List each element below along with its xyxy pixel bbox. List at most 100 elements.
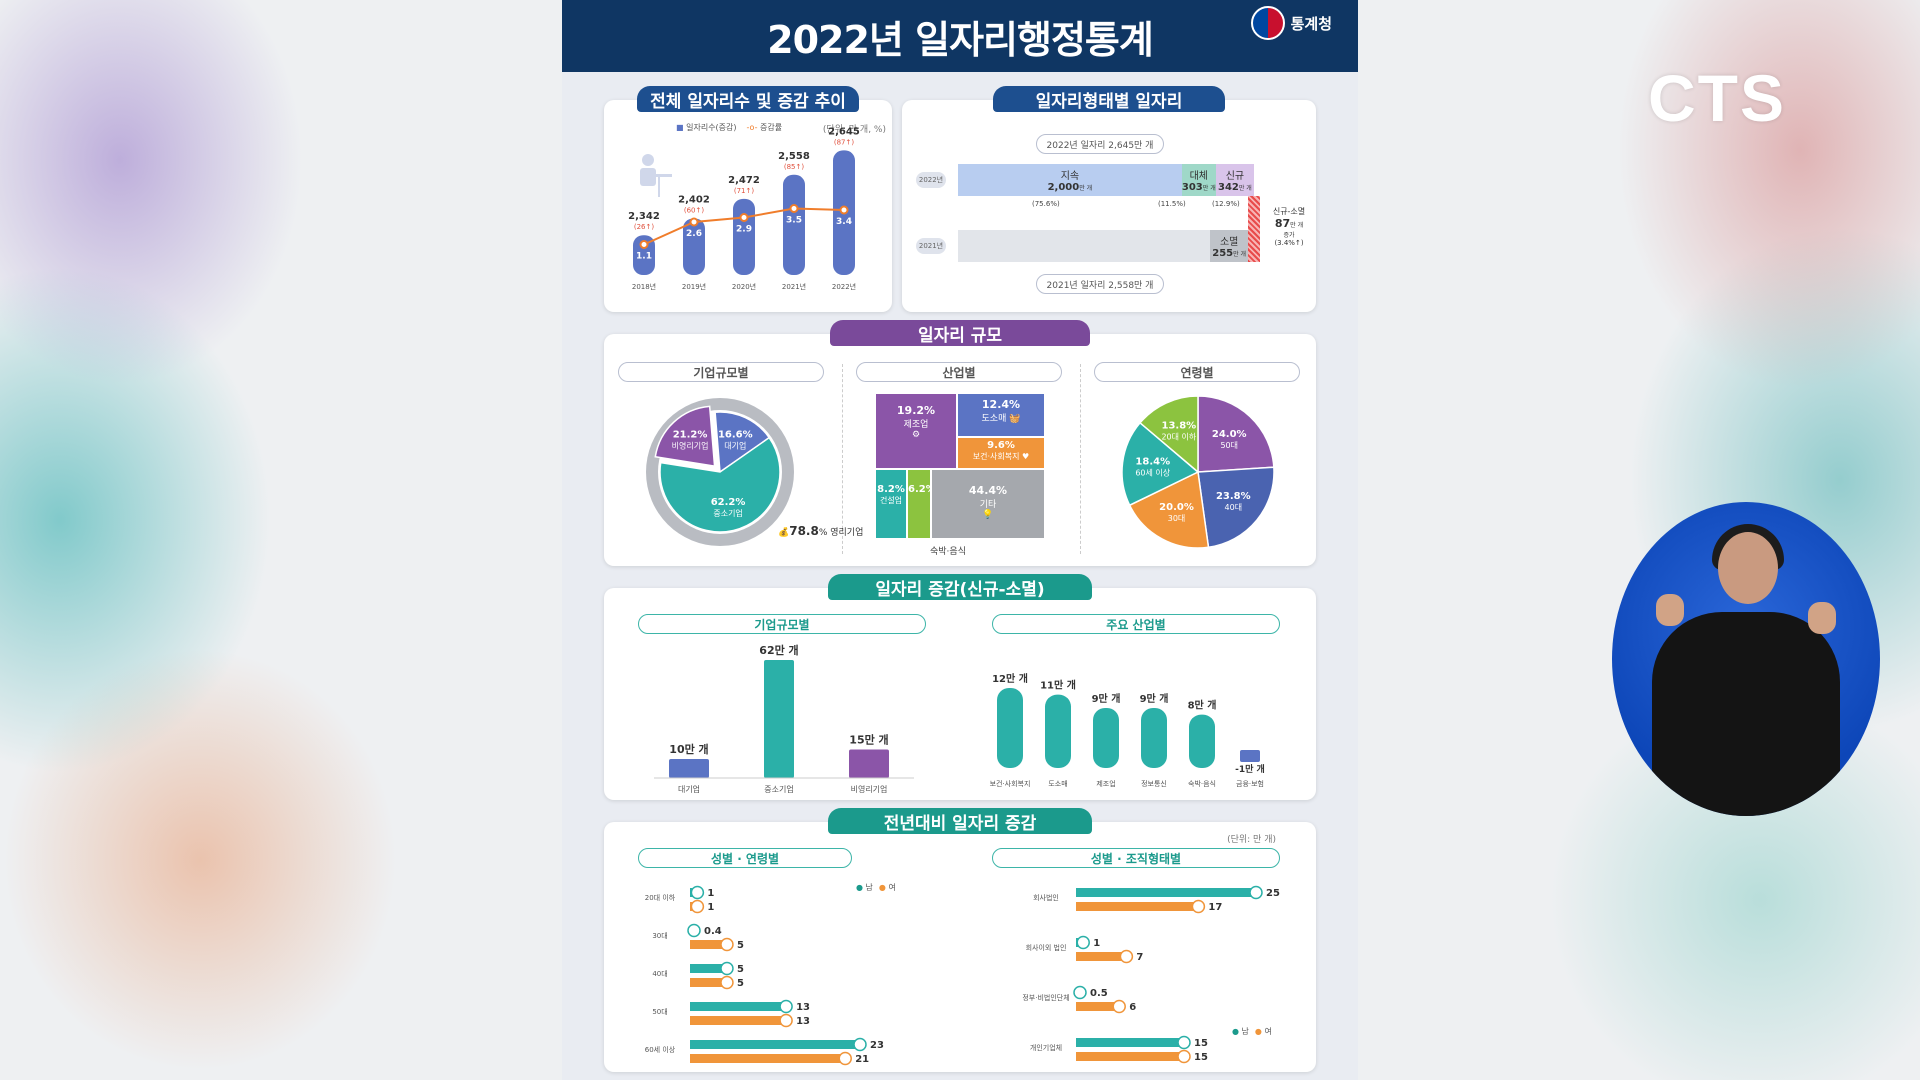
pie-slice [714, 411, 771, 474]
bar [1093, 708, 1119, 768]
pie-name-label: 비영리기업 [672, 441, 709, 451]
x-tick-label: 2020년 [732, 282, 756, 291]
money-bag-icon: 💰 [778, 528, 790, 538]
rate-point [739, 213, 749, 222]
bar-change-label: (87↑) [834, 138, 855, 146]
legend-count: ■ 일자리수(증감) [676, 123, 737, 132]
bar-value-label: 5 [737, 964, 744, 975]
x-tick-label: 대기업 [678, 785, 700, 794]
bar-segment-continued: 지속 2,000만 개 [958, 164, 1182, 196]
bar-value-label: 5 [737, 940, 744, 951]
male-icon [1076, 935, 1090, 950]
bar-value-label: 25 [1266, 888, 1280, 899]
chart-legend: ■ 일자리수(증감) -o- 증감률 [676, 122, 782, 133]
sign-language-interpreter [1612, 502, 1880, 816]
category-label: 회사법인 [1033, 893, 1059, 902]
bar [1240, 750, 1260, 762]
pill-by-age: 성별 · 연령별 [638, 848, 852, 868]
pie-name-label: 60세 이상 [1135, 467, 1170, 477]
bar-value-label: 1 [707, 902, 714, 913]
cell-other: 44.4% 기타 💡 [932, 470, 1044, 538]
bar [669, 758, 709, 778]
bar-change-label: (60↑) [684, 206, 705, 214]
male-icon [779, 999, 793, 1014]
cell-construction: 8.2% 건설업 [876, 470, 906, 538]
male-bar [690, 1002, 787, 1011]
poster-header: 2022년 일자리행정통계 통계청 [562, 0, 1358, 72]
male-bar [1076, 1038, 1184, 1047]
basket-icon: 🧺 [1009, 414, 1021, 424]
lightbulb-icon: 💡 [982, 510, 994, 520]
gear-icon: ⚙ [911, 430, 921, 440]
x-tick-label: 금융·보험 [1236, 780, 1264, 788]
legend-left: ● 남 ● 여 [856, 883, 896, 892]
pill-by-age: 연령별 [1094, 362, 1300, 382]
desk-worker-icon [634, 152, 674, 200]
pie-slice [1197, 395, 1275, 473]
female-icon [1112, 999, 1126, 1014]
treemap-footnote: 숙박·음식 [930, 547, 966, 557]
interpreter-torso [1652, 612, 1840, 816]
male-icon [1073, 985, 1087, 1000]
bar-value-label: 12만 개 [992, 672, 1028, 685]
bar [733, 198, 755, 275]
bar [849, 749, 889, 778]
x-tick-label: 보건·사회복지 [990, 779, 1031, 788]
female-bar [690, 940, 727, 949]
bar [1141, 708, 1167, 768]
x-tick-label: 2018년 [632, 282, 656, 291]
bar-value-label: 2,645 [828, 126, 860, 137]
bar [764, 660, 794, 778]
bar [633, 235, 655, 275]
pie-slice [659, 436, 781, 533]
pie-pct-label: 23.8% [1216, 491, 1251, 502]
section-title: 전년대비 일자리 증감 [828, 808, 1092, 834]
bar-value-label: 23 [870, 1040, 884, 1051]
bar-value-label: 15만 개 [849, 732, 888, 746]
female-icon [838, 1051, 852, 1066]
bar [997, 688, 1023, 768]
male-icon [690, 885, 705, 900]
bar-segment-extinct: 소멸 255만 개 [1210, 230, 1248, 262]
bar-value-label: 15 [1194, 1038, 1208, 1049]
cts-logo-icon: CTS [1648, 61, 1786, 135]
age-pie: 24.0%50대 23.8%40대 20.0%30대 18.4%60세 이상 13.8%… [1121, 395, 1275, 549]
section-job-change: 일자리 증감(신규-소멸) 기업규모별 주요 산업별 10만 개 대기업 62만 개… [604, 574, 1316, 800]
bar-value-label: 13 [796, 1002, 810, 1013]
pct-replaced: (11.5%) [1158, 200, 1186, 208]
section-job-size: 일자리 규모 기업규모별 산업별 연령별 21.2% 비영리기업 16.6% 대기업 6… [604, 320, 1316, 566]
female-bar [1076, 1002, 1120, 1011]
chart-unit: (단위: 만 개, %) [822, 125, 886, 135]
bar-value-label: 13 [796, 1016, 810, 1027]
pie-name-label: 대기업 [724, 441, 746, 450]
year-2022-badge: 2022년 [916, 172, 946, 188]
pie-name-label: 40대 [1225, 503, 1243, 512]
rate-label: 3.5 [786, 216, 802, 226]
legend-right: ● 남 ● 여 [1232, 1027, 1272, 1036]
company-size-pie: 21.2%비영리기업 16.6%대기업 62.2%중소기업 [646, 398, 794, 546]
category-label: 50대 [652, 1008, 667, 1016]
kostat-logo-group: 통계청 [1250, 6, 1332, 40]
bar-value-label: 5 [737, 978, 744, 989]
section-title: 일자리 규모 [830, 320, 1090, 346]
section-title: 전체 일자리수 및 증감 추이 [637, 86, 859, 112]
pie-slice [1128, 470, 1210, 549]
pie-pct-label: 13.8% [1161, 421, 1196, 432]
male-icon [1177, 1035, 1191, 1050]
x-tick-label: 도소매 [1048, 780, 1067, 788]
bar-value-label: 62만 개 [759, 643, 798, 657]
male-icon [853, 1037, 867, 1052]
bar-segment-replaced: 대체 303만 개 [1181, 164, 1216, 196]
x-tick-label: 비영리기업 [851, 784, 888, 794]
kostat-logo-icon [1250, 6, 1285, 40]
legend-rate: -o- 증감률 [746, 123, 783, 132]
female-bar [690, 1016, 787, 1025]
female-bar [1076, 902, 1199, 911]
rate-point [839, 205, 849, 215]
bar [683, 218, 705, 275]
male-bar [690, 964, 727, 973]
rate-label: 2.9 [736, 225, 752, 235]
pie-slice [654, 405, 716, 468]
